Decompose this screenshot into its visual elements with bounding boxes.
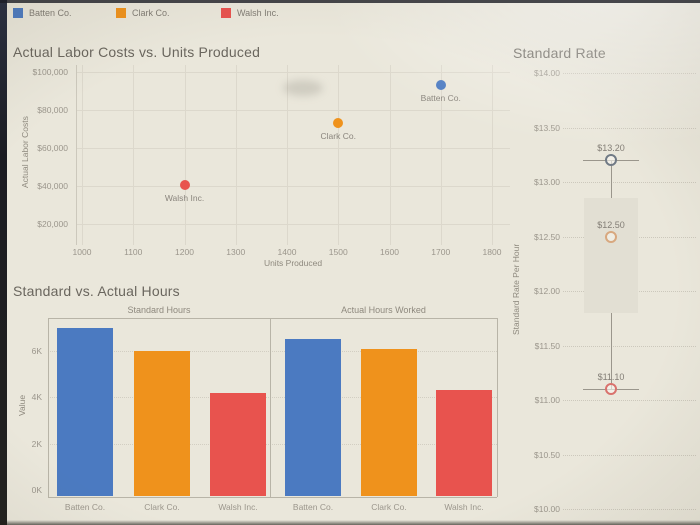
scatter-chart-title: Actual Labor Costs vs. Units Produced <box>13 44 261 60</box>
scatter-x-tick-label: 1700 <box>431 247 451 257</box>
boxplot-iqr-box[interactable] <box>584 198 638 313</box>
stdrate-gridline <box>563 73 696 74</box>
photo-edge-bottom <box>0 520 700 525</box>
stdrate-y-tick-label: $12.50 <box>534 231 560 242</box>
legend-swatch-icon <box>13 8 23 18</box>
scatter-gridline-h <box>76 72 510 73</box>
standard-rate-chart: $14.00 $13.50 $13.00 $12.50 $12.00 $11.50 $11.… <box>495 60 700 520</box>
stdrate-mark-value-label: $11.10 <box>597 372 625 383</box>
photo-edge-left <box>0 0 7 525</box>
scatter-gridline-v <box>389 65 391 245</box>
stdrate-y-tick-label: $13.50 <box>534 122 560 133</box>
scatter-gridline-v <box>133 65 135 245</box>
scatter-gridline-v <box>440 65 442 245</box>
scatter-gridline-v <box>287 65 288 245</box>
bar-standard-walsh-inc[interactable] <box>210 392 266 496</box>
scatter-gridline-h <box>76 224 510 225</box>
scatter-y-axis-rule <box>76 65 77 245</box>
legend-label: Batten Co. <box>29 8 72 18</box>
scatter-chart: 1000 1100 1200 1300 1400 1500 1600 1700 1800 $100… <box>0 60 520 275</box>
legend-swatch-icon <box>116 8 126 18</box>
scatter-gridline-h <box>76 110 510 111</box>
bar-actual-clark-co[interactable] <box>361 348 417 496</box>
stdrate-gridline <box>563 345 696 347</box>
legend-label: Clark Co. <box>132 8 170 18</box>
scatter-point-clark-co[interactable] <box>333 117 344 128</box>
stdrate-gridline <box>563 182 696 183</box>
bars-category-label: Clark Co. <box>144 502 180 512</box>
scatter-y-axis-title: Actual Labor Costs <box>20 116 30 189</box>
bars-category-label: Batten Co. <box>292 502 334 512</box>
scatter-y-tick-label: $20,000 <box>37 219 68 229</box>
scatter-x-tick-label: 1100 <box>124 247 143 257</box>
bars-category-label: Walsh Inc. <box>218 502 258 512</box>
bars-frame-left <box>48 318 49 497</box>
bars-frame-right <box>497 318 498 497</box>
stdrate-mark-value-label: $13.20 <box>597 143 625 154</box>
legend-swatch-icon <box>221 8 231 18</box>
scatter-x-tick-label: 1500 <box>328 247 348 257</box>
color-legend: Batten Co. Clark Co. Walsh Inc. <box>0 6 700 24</box>
scatter-point-label: Batten Co. <box>420 93 461 104</box>
scatter-x-tick-label: 1300 <box>226 247 246 257</box>
scatter-x-tick-label: 1000 <box>72 247 92 257</box>
stdrate-gridline <box>563 509 696 510</box>
stdrate-gridline <box>563 127 696 129</box>
scatter-point-label: Walsh Inc. <box>164 192 205 203</box>
stdrate-mark-walsh-inc[interactable] <box>605 383 617 396</box>
scatter-gridline-v <box>82 65 83 245</box>
bars-chart-title: Standard vs. Actual Hours <box>13 283 180 299</box>
bars-y-axis-title: Value <box>17 394 27 417</box>
stdrate-gridline <box>563 454 696 456</box>
stdrate-mark-value-label: $12.50 <box>597 219 625 230</box>
legend-item-walsh-inc[interactable]: Walsh Inc. <box>221 6 279 20</box>
scatter-gridline-h <box>76 148 510 149</box>
stdrate-y-tick-label: $12.00 <box>534 286 560 296</box>
bars-frame-top <box>48 318 497 319</box>
hours-bar-chart: 0K 2K 4K 6K Batten Co. Clark Co. Walsh Inc. Bat… <box>0 300 520 520</box>
bars-y-tick-label: 2K <box>31 438 42 449</box>
bars-y-tick-label: 0K <box>31 485 42 495</box>
scatter-gridline-v <box>184 65 186 245</box>
scatter-gridline-h <box>76 186 510 187</box>
scatter-y-tick-label: $100,000 <box>32 67 68 77</box>
bars-gridline <box>48 350 497 352</box>
scatter-x-tick-label: 1600 <box>380 247 399 257</box>
scatter-gridline-v <box>492 65 493 245</box>
bars-y-tick-label: 6K <box>31 345 42 356</box>
bars-panel-divider <box>270 318 271 497</box>
bar-actual-walsh-inc[interactable] <box>436 390 492 496</box>
stdrate-mark-clark-co[interactable] <box>605 230 617 243</box>
stdrate-chart-title: Standard Rate <box>513 45 606 61</box>
bars-gridline <box>48 443 497 445</box>
bars-category-label: Batten Co. <box>64 502 106 512</box>
bars-category-label: Walsh Inc. <box>444 502 484 512</box>
stdrate-mark-batten-co[interactable] <box>605 154 617 167</box>
scatter-x-tick-label: 1200 <box>175 247 194 257</box>
scatter-gridline-v <box>338 65 340 245</box>
legend-item-clark-co[interactable]: Clark Co. <box>116 6 170 20</box>
photo-edge-top <box>0 0 700 3</box>
bar-standard-clark-co[interactable] <box>134 350 190 496</box>
scatter-point-label: Clark Co. <box>320 130 356 141</box>
legend-item-batten-co[interactable]: Batten Co. <box>13 6 72 20</box>
stdrate-y-tick-label: $14.00 <box>534 68 560 78</box>
bars-gridline <box>48 397 497 399</box>
scatter-point-batten-co[interactable] <box>435 80 446 91</box>
stdrate-gridline <box>563 400 696 401</box>
scatter-gridline-v <box>235 65 237 245</box>
bars-frame-bottom <box>48 497 497 498</box>
bars-category-label: Clark Co. <box>371 502 407 512</box>
legend-label: Walsh Inc. <box>237 8 279 18</box>
scatter-x-tick-label: 1400 <box>277 247 297 257</box>
scatter-x-axis-title: Units Produced <box>263 258 323 268</box>
bar-standard-batten-co[interactable] <box>57 327 113 496</box>
stdrate-y-tick-label: $13.00 <box>534 177 560 187</box>
bar-actual-batten-co[interactable] <box>285 339 341 496</box>
scatter-point-walsh-inc[interactable] <box>179 179 190 190</box>
